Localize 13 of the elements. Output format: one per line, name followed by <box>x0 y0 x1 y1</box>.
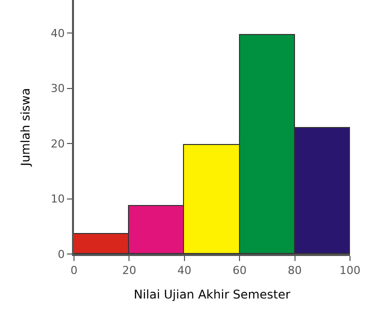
y-tick-label: 10 <box>50 192 65 206</box>
x-axis-title: Nilai Ujian Akhir Semester <box>134 288 290 302</box>
x-tick-label: 0 <box>70 264 78 278</box>
y-tick-label: 0 <box>58 248 65 261</box>
y-tick-label: 40 <box>50 26 65 40</box>
x-tick-label: 80 <box>288 264 302 278</box>
y-axis-title: Jumlah siswa <box>18 88 33 167</box>
x-tick-label: 60 <box>232 264 247 278</box>
y-tick-label: 30 <box>50 82 65 96</box>
x-tick-label: 20 <box>122 264 136 278</box>
y-tick-label: 20 <box>50 137 65 150</box>
x-tick-label: 100 <box>340 264 360 278</box>
x-tick-label: 40 <box>177 264 192 278</box>
